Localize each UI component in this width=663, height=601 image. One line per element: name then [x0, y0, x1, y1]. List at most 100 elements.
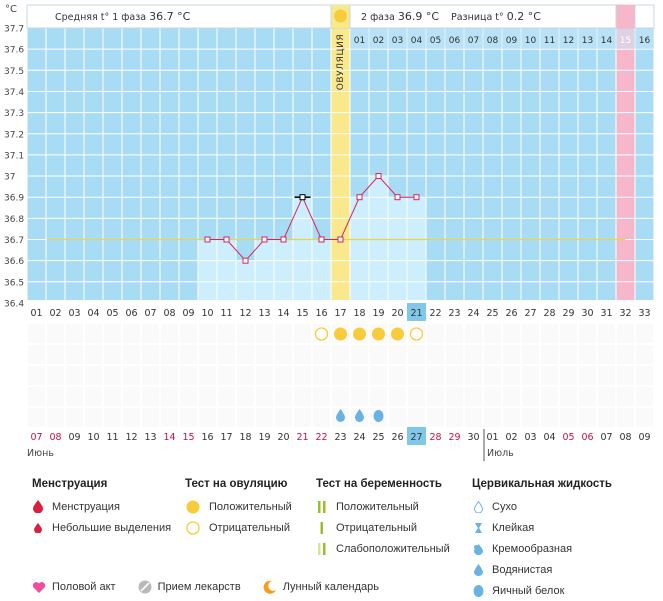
month-label: Июль — [487, 448, 514, 459]
phase2-value: 36.9 °C — [398, 10, 439, 23]
y-tick-label: 36.5 — [4, 278, 24, 288]
cycle-day-label: 16 — [315, 308, 327, 319]
cycle-day-label: 08 — [163, 308, 175, 319]
marker-cell — [313, 408, 330, 427]
marker-cell — [503, 324, 520, 343]
marker-cell — [28, 345, 45, 364]
small-blood-drop-icon — [32, 521, 44, 535]
marker-cell — [465, 324, 482, 343]
legend-item: Положительный — [316, 496, 450, 517]
cycle-day-label: 24 — [467, 308, 479, 319]
temperature-point — [204, 236, 211, 243]
post-ovulation-day-label: 08 — [487, 36, 499, 46]
post-ovulation-day-label: 02 — [373, 36, 384, 46]
ovulation-test-positive-icon — [334, 327, 347, 341]
cycle-day-label: 12 — [239, 308, 251, 319]
cycle-day-label: 29 — [562, 308, 574, 319]
marker-cell — [522, 345, 539, 364]
marker-cell — [66, 408, 83, 427]
marker-cell — [636, 366, 653, 385]
legend-label: Яичный белок — [492, 584, 565, 597]
temp-bar — [274, 239, 293, 300]
marker-cell — [104, 408, 121, 427]
cycle-day-label: 13 — [258, 308, 270, 319]
marker-cell — [66, 387, 83, 406]
marker-cell — [579, 366, 596, 385]
marker-cell — [199, 408, 216, 427]
marker-cell — [199, 366, 216, 385]
y-tick-label: 37.4 — [4, 88, 24, 98]
marker-cell — [123, 387, 140, 406]
cycle-day-label: 18 — [353, 308, 365, 319]
dry-drop-icon — [472, 500, 484, 514]
temperature-point — [261, 236, 268, 243]
cycle-day-label: 32 — [619, 308, 631, 319]
marker-cell — [408, 366, 425, 385]
marker-cell — [484, 324, 501, 343]
y-tick-label: 37.1 — [4, 151, 24, 161]
chart-header: Средняя t° 1 фаза 36.7 °C 2 фаза 36.9 °C Р… — [5, 4, 655, 49]
cycle-day-label: 05 — [106, 308, 118, 319]
y-tick-label: 36.4 — [4, 299, 24, 309]
today-cycle-highlight — [407, 303, 426, 321]
blood-drop-icon — [32, 500, 44, 514]
marker-cell — [47, 366, 64, 385]
marker-cell — [161, 345, 178, 364]
marker-cell — [294, 387, 311, 406]
cycle-day-label: 31 — [600, 308, 612, 319]
date-label: 12 — [125, 432, 137, 443]
legend-cervical-fluid: Цервикальная жидкость Сухо Клейкая Кремо… — [472, 478, 612, 601]
marker-cell — [123, 345, 140, 364]
marker-cell — [180, 324, 197, 343]
date-label: 18 — [239, 432, 251, 443]
marker-cell — [199, 324, 216, 343]
temp-bar — [350, 197, 369, 300]
marker-cell — [484, 345, 501, 364]
post-ovulation-day-label: 03 — [392, 36, 403, 46]
date-label: 11 — [106, 432, 118, 443]
date-label: 08 — [49, 432, 61, 443]
marker-cell — [370, 387, 387, 406]
legend-item: Сухо — [472, 496, 612, 517]
temp-bar — [407, 197, 426, 300]
cycle-day-label: 02 — [49, 308, 61, 319]
marker-cell — [446, 345, 463, 364]
faint-stripes-icon — [316, 542, 328, 556]
unit-label: °C — [5, 4, 17, 15]
y-tick-label: 37.7 — [4, 25, 24, 35]
ovulation-sun-icon — [334, 9, 347, 23]
marker-cell — [446, 387, 463, 406]
marker-cell — [85, 387, 102, 406]
expected-period-column — [616, 28, 635, 300]
marker-cell — [617, 366, 634, 385]
y-tick-label: 37.5 — [4, 67, 24, 77]
temperature-point — [299, 194, 306, 201]
marker-cell — [560, 366, 577, 385]
post-ovulation-day-label: 11 — [544, 36, 555, 46]
marker-cell — [636, 345, 653, 364]
legend-item: Клейкая — [472, 517, 612, 538]
legend-title: Тест на овуляцию — [185, 478, 288, 490]
marker-cell — [66, 324, 83, 343]
marker-cell — [579, 345, 596, 364]
marker-cell — [370, 366, 387, 385]
temperature-point — [223, 236, 230, 243]
watery-drop-icon — [355, 409, 364, 422]
marker-cell — [142, 387, 159, 406]
legend-label: Отрицательный — [336, 521, 417, 534]
marker-cell — [218, 366, 235, 385]
marker-cell — [85, 366, 102, 385]
marker-cell — [142, 324, 159, 343]
chart-marks — [204, 173, 424, 422]
date-label: 27 — [410, 432, 422, 443]
date-label: 14 — [163, 432, 175, 443]
post-ovulation-day-label: 16 — [639, 36, 651, 46]
post-ovulation-day-label: 01 — [354, 36, 365, 46]
plot-area — [26, 27, 655, 461]
temperature-point — [318, 236, 325, 243]
marker-cell — [522, 366, 539, 385]
marker-cell — [313, 366, 330, 385]
cycle-day-label: 17 — [334, 308, 346, 319]
marker-cell — [351, 345, 368, 364]
marker-cell — [579, 387, 596, 406]
